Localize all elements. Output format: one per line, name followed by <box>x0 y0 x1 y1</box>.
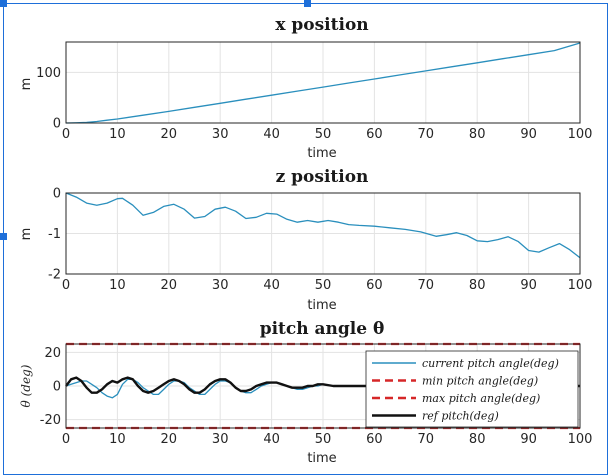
chart3-ytick-label: 0 <box>53 380 61 395</box>
chart2-ytick-label: -2 <box>48 268 61 283</box>
chart3-xtick-label: 20 <box>161 432 178 447</box>
chart1-series-0-line <box>65 42 581 124</box>
chart3-title: pitch angle θ <box>260 319 385 339</box>
chart1-axes-box <box>65 41 581 124</box>
chart1-title: x position <box>275 15 368 35</box>
chart3-xtick-label: 0 <box>62 432 70 447</box>
chart3-xtick-label: 10 <box>109 432 126 447</box>
chart3-xtick-label: 60 <box>366 432 383 447</box>
chart1-xtick-label: 100 <box>568 127 593 142</box>
legend-entry-label: ref pitch(deg) <box>422 410 499 423</box>
chart3-series-3-line <box>65 376 580 394</box>
chart1-xtick-label: 20 <box>161 127 178 142</box>
chart1-xtick-label: 40 <box>263 127 280 142</box>
chart1-ylabel: m <box>19 78 34 91</box>
chart1-ytick-label: 100 <box>36 66 61 81</box>
z-position-plot: z position time m 0 10 20 30 40 50 60 70 80 90 100… <box>19 167 592 313</box>
chart3-axes-box <box>65 343 581 429</box>
chart2-xlabel: time <box>307 298 336 313</box>
chart3-xtick-label: 40 <box>263 432 280 447</box>
chart2-xtick-label: 50 <box>315 278 332 293</box>
chart3-xtick-label: 90 <box>520 432 537 447</box>
chart3-xlabel: time <box>307 451 336 466</box>
legend-entry-label: max pitch angle(deg) <box>422 392 540 405</box>
chart1-xtick-label: 30 <box>212 127 229 142</box>
chart1-xtick-label: 10 <box>109 127 126 142</box>
resize-handle-left[interactable] <box>0 233 7 240</box>
chart1-plot-area: 0 10 20 30 40 50 60 70 80 90 100 0 100 <box>36 41 593 142</box>
chart1-xtick-label: 50 <box>315 127 332 142</box>
chart2-ytick-label: 0 <box>53 187 61 202</box>
chart1-ytick-label: 0 <box>53 117 61 132</box>
chart3-xtick-label: 50 <box>315 432 332 447</box>
chart3-xtick-label: 100 <box>568 432 593 447</box>
legend-entry-label: min pitch angle(deg) <box>422 375 538 388</box>
chart2-xtick-label: 80 <box>469 278 486 293</box>
chart3-xtick-label: 80 <box>469 432 486 447</box>
chart2-xtick-label: 10 <box>109 278 126 293</box>
chart2-xtick-label: 70 <box>418 278 435 293</box>
x-position-plot: x position time m 0 10 20 30 40 50 60 70 80 90 100… <box>19 15 592 161</box>
chart2-axes-box <box>65 192 581 275</box>
chart2-xtick-label: 90 <box>520 278 537 293</box>
chart2-xtick-label: 60 <box>366 278 383 293</box>
chart3-legend: current pitch angle(deg) min pitch angle(… <box>365 350 579 428</box>
chart3-xtick-label: 70 <box>418 432 435 447</box>
resize-handle-top-left[interactable] <box>0 0 7 7</box>
chart1-xtick-label: 70 <box>418 127 435 142</box>
chart1-xtick-label: 80 <box>469 127 486 142</box>
chart2-xtick-label: 40 <box>263 278 280 293</box>
chart2-ylabel: m <box>19 228 34 241</box>
chart1-xtick-label: 60 <box>366 127 383 142</box>
resize-handle-top[interactable] <box>304 0 311 7</box>
chart2-ytick-label: -1 <box>48 227 61 242</box>
chart3-ytick-label: -20 <box>40 413 61 428</box>
chart1-xlabel: time <box>307 146 336 161</box>
chart2-xtick-label: 0 <box>62 278 70 293</box>
chart2-xtick-label: 100 <box>568 278 593 293</box>
chart2-xtick-label: 30 <box>212 278 229 293</box>
chart2-plot-area: 0 10 20 30 40 50 60 70 80 90 100 0 -1 -2 <box>48 187 592 294</box>
chart2-series-0-line <box>65 192 581 259</box>
chart1-xtick-label: 0 <box>62 127 70 142</box>
chart3-ytick-label: 20 <box>44 346 61 361</box>
chart3-xtick-label: 30 <box>212 432 229 447</box>
chart1-xtick-label: 90 <box>520 127 537 142</box>
chart3-ylabel: θ (deg) <box>19 364 33 407</box>
chart2-title: z position <box>276 167 369 187</box>
legend-entry-label: current pitch angle(deg) <box>422 357 559 370</box>
chart2-xtick-label: 20 <box>161 278 178 293</box>
pitch-angle-plot: pitch angle θ time θ (deg) 0 10 20 30 40 50 60… <box>19 319 592 466</box>
